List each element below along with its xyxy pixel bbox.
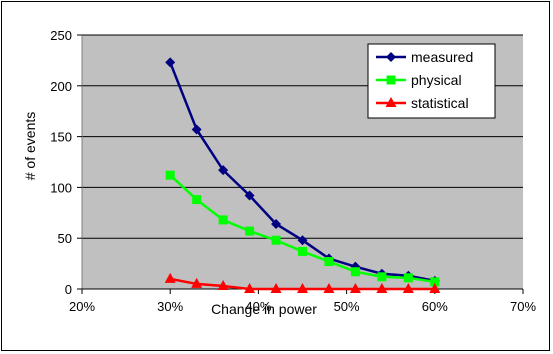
physical-point [430, 277, 440, 287]
legend-item-statistical: statistical [376, 95, 469, 111]
statistical-point [270, 283, 282, 293]
y-tick-label: 100 [50, 180, 72, 195]
x-tick-label: 20% [69, 299, 95, 314]
legend-marker [386, 52, 396, 62]
physical-point [218, 215, 228, 225]
statistical-point [297, 283, 308, 293]
statistical-point [244, 283, 256, 293]
x-tick-label: 60% [422, 299, 448, 314]
physical-point [403, 273, 413, 283]
series-physical [165, 170, 440, 287]
statistical-point [429, 283, 441, 293]
statistical-point [323, 283, 335, 293]
legend: measured physical statistical [367, 43, 496, 119]
measured-point [297, 235, 308, 246]
legend-item-measured: measured [376, 49, 473, 65]
physical-point [350, 267, 360, 277]
x-tick-labels: 20% 30% 40% 50% 60% 70% [69, 299, 536, 314]
physical-point [192, 195, 202, 205]
physical-point [245, 226, 255, 236]
physical-point [271, 235, 281, 245]
x-tick-label: 50% [334, 299, 360, 314]
x-tick-label: 70% [510, 299, 536, 314]
x-tick-label: 30% [157, 299, 183, 314]
statistical-point [349, 283, 361, 293]
grid-lines [82, 34, 523, 239]
physical-point [298, 246, 307, 256]
series-statistical [164, 272, 441, 293]
x-tick-label: 40% [245, 299, 271, 314]
statistical-point [164, 272, 176, 283]
legend-marker [386, 75, 396, 85]
physical-point [324, 257, 334, 267]
measured-point [218, 165, 229, 176]
y-tick-label: 150 [50, 130, 72, 145]
y-tick-labels: 0 50 100 150 200 250 [50, 28, 72, 297]
y-tick-label: 200 [50, 79, 72, 94]
measured-point [271, 218, 282, 229]
legend-label: statistical [411, 95, 469, 111]
statistical-point [191, 277, 203, 288]
legend-item-physical: physical [376, 72, 462, 88]
legend-label: physical [411, 72, 462, 88]
y-tick-label: 50 [58, 231, 72, 246]
statistical-point [376, 283, 388, 293]
physical-point [165, 170, 175, 180]
y-tick-label: 0 [65, 282, 72, 297]
statistical-point [402, 283, 414, 293]
statistical-point [217, 279, 229, 290]
y-axis-title: # of events [22, 112, 38, 181]
x-axis-title: Change in power [211, 301, 317, 317]
measured-point [244, 190, 255, 201]
y-tick-label: 250 [50, 28, 72, 43]
physical-point [377, 272, 387, 282]
measured-point [165, 57, 176, 68]
legend-label: measured [411, 49, 473, 65]
series-layer [164, 57, 441, 293]
measured-point [191, 124, 202, 135]
legend-marker [385, 97, 397, 107]
